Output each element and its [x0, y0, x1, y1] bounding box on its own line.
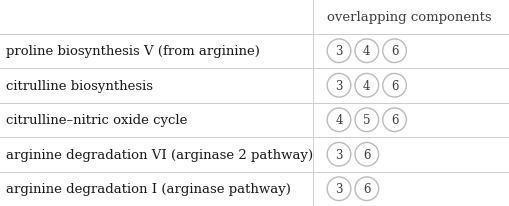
Text: 3: 3	[335, 45, 343, 58]
Text: 3: 3	[335, 148, 343, 161]
Text: 4: 4	[335, 114, 343, 127]
Text: 5: 5	[363, 114, 371, 127]
Text: arginine degradation VI (arginase 2 pathway): arginine degradation VI (arginase 2 path…	[6, 148, 313, 161]
Text: 6: 6	[391, 79, 399, 92]
Text: citrulline biosynthesis: citrulline biosynthesis	[6, 79, 153, 92]
Circle shape	[355, 108, 379, 132]
Text: 3: 3	[335, 79, 343, 92]
Text: 4: 4	[363, 79, 371, 92]
Text: proline biosynthesis V (from arginine): proline biosynthesis V (from arginine)	[6, 45, 260, 58]
Text: 6: 6	[363, 148, 371, 161]
Text: 6: 6	[391, 114, 399, 127]
Text: 4: 4	[363, 45, 371, 58]
Circle shape	[355, 74, 379, 98]
Circle shape	[355, 143, 379, 166]
Text: 6: 6	[391, 45, 399, 58]
Circle shape	[327, 143, 351, 166]
Circle shape	[383, 74, 406, 98]
Circle shape	[355, 40, 379, 63]
Circle shape	[327, 74, 351, 98]
Text: 6: 6	[363, 182, 371, 195]
Circle shape	[383, 40, 406, 63]
Circle shape	[327, 108, 351, 132]
Circle shape	[355, 177, 379, 201]
Text: 3: 3	[335, 182, 343, 195]
Circle shape	[327, 177, 351, 201]
Text: arginine degradation I (arginase pathway): arginine degradation I (arginase pathway…	[6, 182, 291, 195]
Circle shape	[327, 40, 351, 63]
Circle shape	[383, 108, 406, 132]
Text: overlapping components: overlapping components	[327, 11, 492, 24]
Text: citrulline–nitric oxide cycle: citrulline–nitric oxide cycle	[6, 114, 187, 127]
